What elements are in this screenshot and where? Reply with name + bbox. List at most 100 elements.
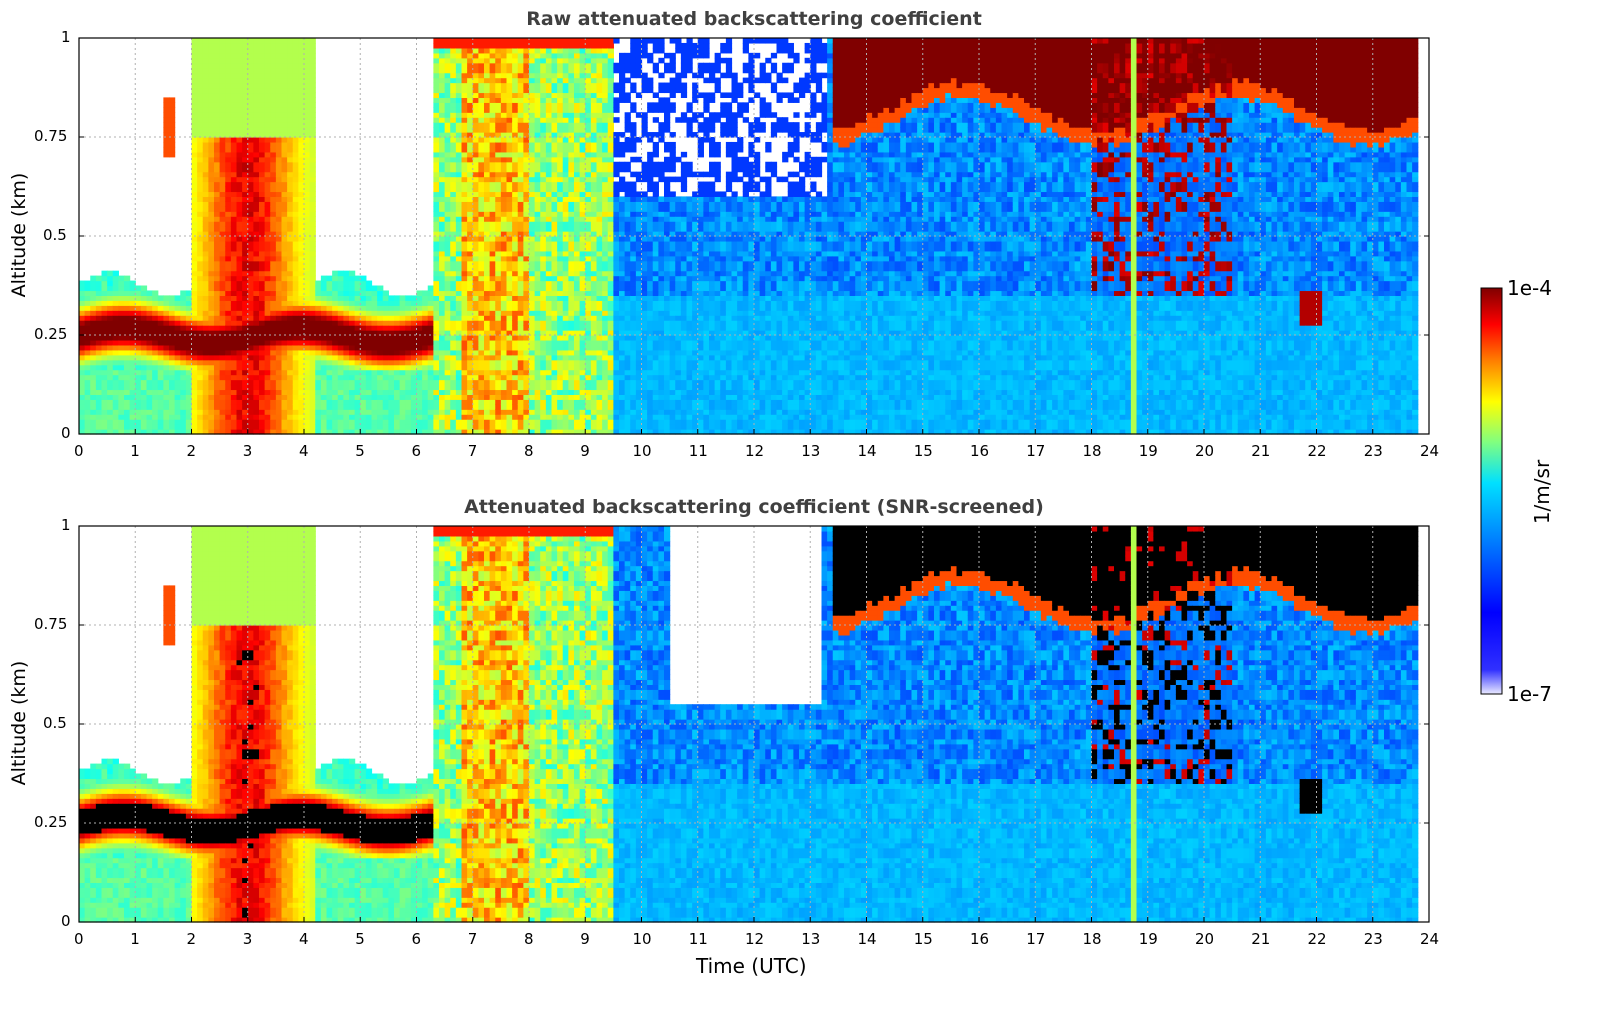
heatmap-cell xyxy=(461,52,468,59)
heatmap-cell xyxy=(478,255,485,262)
heatmap-cell xyxy=(461,419,468,425)
heatmap-cell xyxy=(281,325,288,331)
heatmap-cell xyxy=(320,364,328,371)
heatmap-cell xyxy=(304,330,311,336)
heatmap-cell xyxy=(416,369,423,376)
heatmap-cell xyxy=(146,290,153,296)
heatmap-cell xyxy=(202,181,209,188)
heatmap-cell xyxy=(540,280,547,287)
heatmap-cell xyxy=(557,260,564,267)
heatmap-cell xyxy=(253,67,260,74)
heatmap-cell xyxy=(140,364,148,371)
heatmap-cell xyxy=(84,369,91,376)
heatmap-cell xyxy=(298,369,305,376)
heatmap-cell xyxy=(360,315,367,321)
heatmap-cell xyxy=(382,429,389,435)
heatmap-cell xyxy=(309,216,316,222)
heatmap-cell xyxy=(281,161,288,168)
heatmap-cell xyxy=(202,354,209,361)
heatmap-cell xyxy=(365,325,373,331)
heatmap-cell xyxy=(287,424,294,430)
heatmap-cell xyxy=(371,354,378,361)
heatmap-cell xyxy=(562,112,569,118)
heatmap-cell xyxy=(377,419,384,425)
heatmap-cell xyxy=(152,335,159,341)
heatmap-cell xyxy=(529,92,536,98)
heatmap-cell xyxy=(337,305,344,311)
heatmap-cell xyxy=(157,409,164,415)
heatmap-cell xyxy=(540,300,547,306)
heatmap-cell xyxy=(467,161,474,168)
heatmap-cell xyxy=(495,226,502,232)
heatmap-cell xyxy=(562,255,569,262)
heatmap-cell xyxy=(439,132,446,138)
heatmap-cell xyxy=(118,354,125,361)
heatmap-cell xyxy=(253,295,260,301)
heatmap-cell xyxy=(461,320,468,326)
heatmap-cell xyxy=(489,399,496,405)
heatmap-cell xyxy=(534,146,541,153)
heatmap-cell xyxy=(371,325,378,331)
heatmap-cell xyxy=(512,265,519,272)
heatmap-cell xyxy=(95,335,103,341)
heatmap-cell xyxy=(309,42,316,49)
heatmap-cell xyxy=(264,231,271,237)
heatmap-cell xyxy=(557,389,564,395)
heatmap-cell xyxy=(202,62,209,69)
heatmap-cell xyxy=(124,414,131,420)
heatmap-cell xyxy=(455,151,463,158)
heatmap-cell xyxy=(202,87,209,94)
heatmap-cell xyxy=(433,359,440,366)
heatmap-cell xyxy=(281,92,288,98)
heatmap-cell xyxy=(534,191,541,197)
heatmap-cell xyxy=(478,330,485,336)
heatmap-cell xyxy=(517,419,524,425)
heatmap-cell xyxy=(377,374,384,381)
heatmap-cell xyxy=(163,112,170,118)
heatmap-cell xyxy=(529,127,536,133)
heatmap-cell xyxy=(259,151,266,158)
heatmap-cell xyxy=(512,171,519,178)
heatmap-cell xyxy=(124,379,131,386)
heatmap-cell xyxy=(489,339,496,346)
heatmap-cell xyxy=(343,389,350,395)
heatmap-cell xyxy=(343,320,350,326)
heatmap-cell xyxy=(562,67,569,74)
heatmap-cell xyxy=(219,191,226,197)
heatmap-cell xyxy=(112,300,119,306)
heatmap-cell xyxy=(439,161,446,168)
heatmap-cell xyxy=(129,389,136,395)
heatmap-cell xyxy=(298,344,305,351)
heatmap-cell xyxy=(557,201,564,207)
heatmap-cell xyxy=(90,305,97,311)
heatmap-cell xyxy=(478,62,485,69)
heatmap-cell xyxy=(523,92,530,98)
heatmap-cell xyxy=(439,374,446,381)
heatmap-cell xyxy=(191,305,198,311)
heatmap-cell xyxy=(388,404,395,410)
heatmap-cell xyxy=(90,275,97,282)
heatmap-cell xyxy=(236,399,243,405)
heatmap-cell xyxy=(208,359,215,366)
heatmap-cell xyxy=(270,404,277,410)
heatmap-cell xyxy=(191,146,198,153)
heatmap-cell xyxy=(214,211,221,217)
heatmap-cell xyxy=(450,414,457,420)
heatmap-cell xyxy=(146,404,153,410)
heatmap-cell xyxy=(529,275,536,282)
heatmap-cell xyxy=(455,176,463,183)
heatmap-cell xyxy=(529,300,536,306)
heatmap-cell xyxy=(568,344,575,351)
heatmap-cell xyxy=(140,359,148,366)
heatmap-cell xyxy=(484,359,491,366)
heatmap-cell xyxy=(562,260,569,267)
heatmap-cell xyxy=(275,409,283,415)
heatmap-cell xyxy=(337,419,344,425)
heatmap-cell xyxy=(489,206,496,212)
heatmap-cell xyxy=(371,419,378,425)
heatmap-cell xyxy=(371,295,378,301)
heatmap-cell xyxy=(545,260,553,267)
heatmap-cell xyxy=(360,374,367,381)
heatmap-cell xyxy=(236,330,243,336)
heatmap-cell xyxy=(472,151,479,158)
